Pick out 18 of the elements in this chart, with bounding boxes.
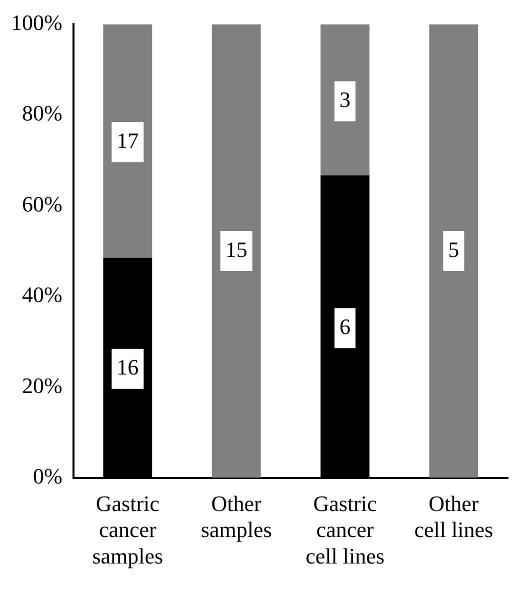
y-tick-label: 20% <box>22 372 62 398</box>
x-tick-label: Other cell lines <box>414 490 494 542</box>
annotation: 17 <box>116 128 139 153</box>
annotation: 15 <box>225 236 248 262</box>
y-tick-label: 60% <box>22 191 62 216</box>
x-tick-label: Other samples <box>200 490 272 542</box>
y-tick-label: 40% <box>22 282 62 308</box>
y-tick-label: 80% <box>22 100 62 126</box>
bar <box>429 24 478 478</box>
x-tick-label: Gastric cancer cell lines <box>306 490 384 569</box>
annotation: 5 <box>448 236 460 262</box>
y-tick-label: 100% <box>11 10 62 35</box>
bar <box>212 24 261 478</box>
annotation: 6 <box>339 314 350 339</box>
x-tick-label: Gastric cancer samples <box>92 490 164 569</box>
y-tick-label: 0% <box>33 464 62 489</box>
annotation: 16 <box>116 354 139 380</box>
annotation: 3 <box>339 87 350 112</box>
